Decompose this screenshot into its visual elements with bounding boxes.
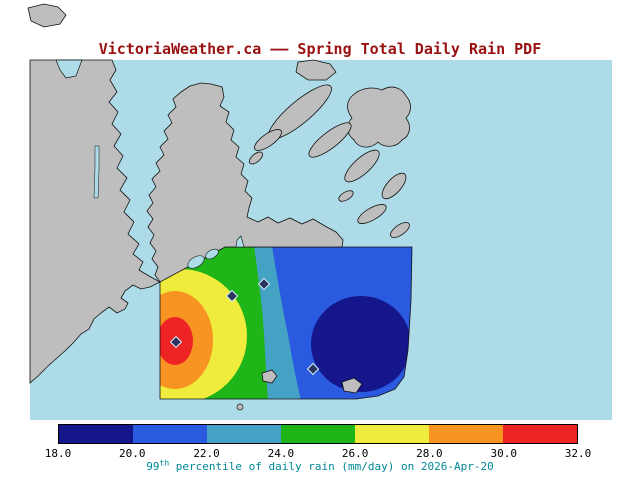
island-top-center (295, 59, 337, 81)
colorbar-segment-4 (281, 425, 355, 443)
island-elongated-4 (344, 149, 380, 183)
caption-text: percentile of daily rain (mm/day) on 202… (169, 460, 494, 473)
colorbar-segment-1 (59, 425, 133, 443)
colorbar-segment-2 (133, 425, 207, 443)
colorbar-tick-label: 24.0 (267, 447, 295, 460)
inlet-harbour (205, 248, 219, 260)
colorbar-segment-7 (503, 425, 577, 443)
island-small-2 (338, 190, 354, 202)
island-trial (261, 369, 278, 384)
colorbar-ticks: 18.0 20.0 22.0 24.0 26.0 28.0 30.0 32.0 (45, 447, 592, 460)
colorbar (58, 424, 578, 444)
rain-band-18-20 (311, 296, 411, 392)
colorbar-tick-label: 26.0 (341, 447, 369, 460)
island-elongated-3 (308, 122, 352, 158)
island-discovery (341, 377, 363, 394)
inlet-victoria-harbour (235, 235, 245, 248)
station-marker-4 (306, 362, 320, 376)
page-title: VictoriaWeather.ca –– Spring Total Daily… (98, 40, 542, 58)
station-markers (169, 277, 320, 376)
colorbar-tick-label: 28.0 (416, 447, 443, 460)
island-small-3 (248, 151, 264, 165)
island-large-ne (347, 86, 411, 148)
colorbar-tick-label: 18.0 (44, 447, 72, 460)
station-marker-1 (169, 335, 183, 349)
colorbar-segment-3 (207, 425, 281, 443)
colorbar-segment-5 (355, 425, 429, 443)
land-fragment-top-left (27, 3, 67, 28)
colorbar-tick-label: 20.0 (119, 447, 146, 460)
colorbar-segment-6 (429, 425, 503, 443)
caption-prefix: 99 (146, 460, 160, 473)
island-elongated-2 (254, 129, 282, 151)
station-marker-3 (257, 277, 271, 291)
station-marker-2 (225, 289, 239, 303)
colorbar-tick-label: 22.0 (193, 447, 220, 460)
island-race-rocks (236, 403, 244, 411)
contour-region (160, 247, 412, 399)
land-vancouver-island-west (29, 59, 161, 384)
colorbar-tick-label: 32.0 (564, 447, 592, 460)
colorbar-tick-label: 30.0 (490, 447, 517, 460)
colorbar-caption: 99th percentile of daily rain (mm/day) o… (0, 458, 640, 473)
gulf-islands (248, 59, 411, 238)
lake (93, 145, 100, 199)
caption-superscript: th (159, 458, 170, 468)
island-elongated-6 (357, 204, 387, 224)
inlet-top (55, 59, 83, 79)
island-elongated-5 (381, 172, 407, 200)
island-small-1 (390, 222, 410, 238)
inlet-esquimalt (187, 255, 205, 269)
